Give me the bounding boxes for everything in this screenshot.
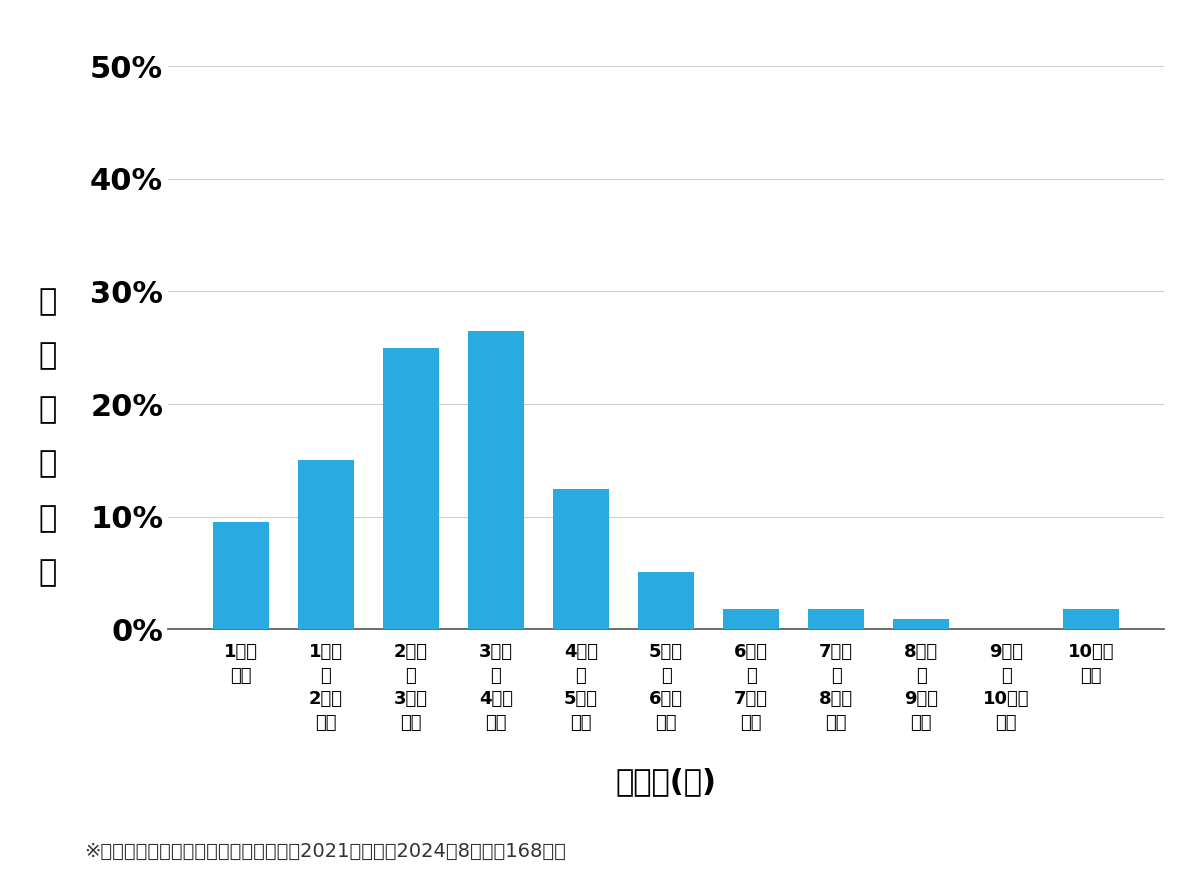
Bar bbox=[638, 572, 694, 629]
Text: 格: 格 bbox=[38, 341, 58, 371]
Bar bbox=[383, 348, 438, 629]
Bar bbox=[214, 523, 269, 629]
Text: 割: 割 bbox=[38, 503, 58, 533]
Bar bbox=[894, 619, 949, 629]
Bar bbox=[468, 331, 523, 629]
Text: の: の bbox=[38, 449, 58, 479]
Bar bbox=[553, 489, 608, 629]
Bar bbox=[809, 609, 864, 629]
Bar bbox=[1063, 609, 1118, 629]
X-axis label: 価格帯(円): 価格帯(円) bbox=[616, 766, 716, 795]
Bar bbox=[724, 609, 779, 629]
Text: 価: 価 bbox=[38, 287, 58, 316]
Text: ※弊社受付の案件を対象に集計（期間：2021年１月～2024年8月、訜168件）: ※弊社受付の案件を対象に集計（期間：2021年１月～2024年8月、訜168件） bbox=[84, 842, 566, 861]
Text: 合: 合 bbox=[38, 558, 58, 587]
Text: 帯: 帯 bbox=[38, 395, 58, 425]
Bar bbox=[299, 461, 354, 629]
